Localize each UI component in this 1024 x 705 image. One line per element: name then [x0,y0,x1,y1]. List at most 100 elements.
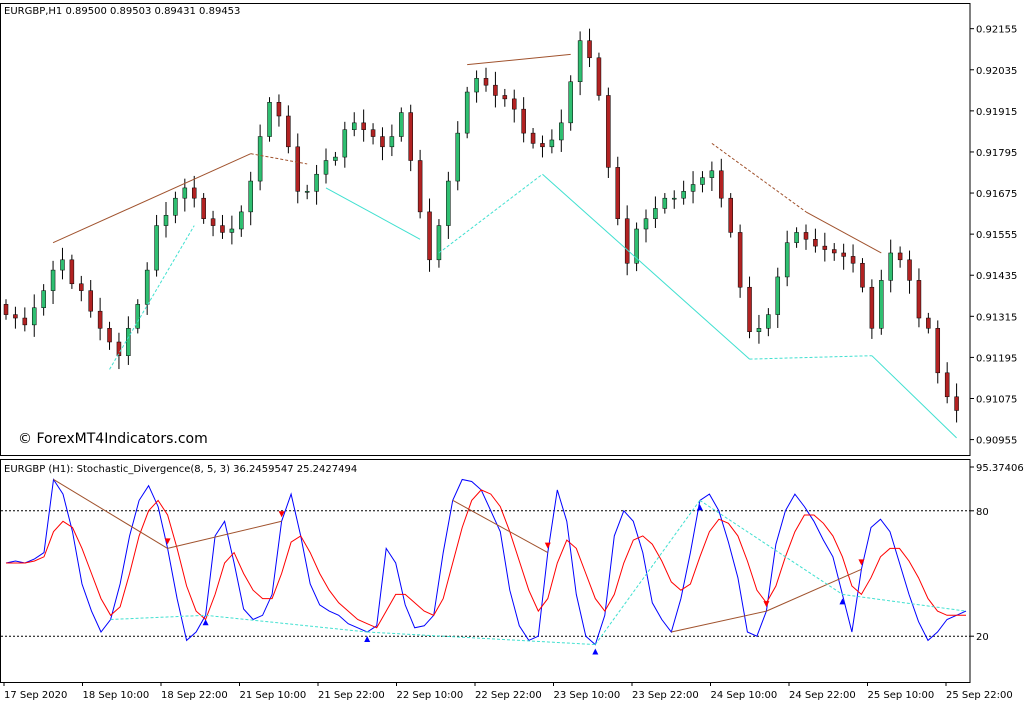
osc-bullish-divergence-line [842,593,967,612]
candle-body [624,218,630,264]
bearish-divergence-line [467,53,571,66]
oscillator-tick-label: 80 [976,507,989,518]
candle-body [615,167,621,219]
time-tick-label: 21 Sep 22:00 [318,690,385,701]
candle-body [446,180,451,226]
oscillator-panel-frame [0,459,971,683]
candle-body [286,115,291,148]
candle-body [267,102,272,137]
candle-body [521,108,526,134]
time-tick-label: 23 Sep 22:00 [632,690,699,701]
candle-body [107,328,112,343]
candle-body [681,191,686,199]
candle-body [907,259,912,281]
candle-body [737,232,743,288]
time-tick-label: 18 Sep 10:00 [83,690,150,701]
candlesticks [3,28,959,423]
buy-arrow [696,504,703,511]
buy-arrow [202,619,209,626]
candle-body [587,40,592,59]
candle-body [408,112,413,161]
candle-body [22,317,28,326]
osc-bullish-divergence-line [594,500,701,645]
sell-arrow [278,511,285,518]
sell-arrow [164,538,171,545]
candle-body [239,211,244,230]
candle-body [596,57,602,96]
candle-body [41,290,46,309]
candle-body [370,129,376,137]
candle-body [747,286,752,332]
time-axis: 17 Sep 2020 18 Sep 10:00 18 Sep 22:00 21 Se… [3,682,1013,701]
candle-body [483,78,489,86]
candle-body [342,129,348,158]
candle-body [653,208,658,219]
candle-body [3,304,9,315]
time-tick-label: 25 Sep 22:00 [946,690,1013,701]
osc-bearish-divergence-line [671,610,767,633]
candle-body [662,197,668,209]
time-tick-label: 17 Sep 2020 [4,690,67,701]
candle-body [436,225,442,261]
candle-body [879,280,884,329]
candle-body [493,84,498,96]
buy-arrow [839,598,846,605]
candle-body [766,314,771,329]
time-tick-label: 23 Sep 10:00 [554,690,621,701]
sell-arrow [544,542,551,549]
candle-body [163,215,169,226]
price-tick-label: 0.92035 [976,66,1017,77]
candle-body [888,252,893,281]
candle-body [304,191,310,193]
candle-body [606,95,611,168]
oscillator-divergence-lines [53,479,967,646]
oscillator-tick-label: 95.374062 [976,463,1024,474]
candle-body [144,269,150,305]
price-tick-label: 0.91315 [976,312,1017,323]
candle-body [860,262,865,288]
candle-body [671,197,677,200]
candle-body [13,314,18,319]
time-tick-label: 25 Sep 10:00 [868,690,935,701]
candle-body [756,328,762,332]
candle-body [916,280,922,319]
candle-body [97,310,103,329]
candle-body [511,98,517,110]
candle-body [135,304,141,329]
price-axis: 0.92155 0.92035 0.91915 0.91795 0.91675 0.915… [970,25,1017,447]
stochastic-signal-line [6,489,966,629]
candle-body [568,81,573,124]
time-tick-label: 18 Sep 22:00 [161,690,228,701]
bullish-divergence-line [542,173,750,360]
candle-body [380,136,385,148]
candle-body [333,156,338,161]
candle-body [634,228,639,264]
price-tick-label: 0.91915 [976,107,1017,118]
osc-bearish-divergence-line [766,568,862,612]
price-divergence-lines [52,53,957,439]
candle-body [427,211,432,261]
watermark: © ForexMT4Indicators.com [18,431,208,447]
candle-body [709,170,715,178]
buy-arrow [364,636,371,643]
candle-body [50,269,56,291]
candle-body [276,102,282,117]
candle-body [257,136,263,182]
price-tick-label: 0.91795 [976,148,1017,159]
candle-body [869,286,875,329]
price-panel-frame [0,3,971,456]
candle-body [314,173,319,192]
buy-arrow [592,648,599,655]
candle-body [813,239,818,247]
candle-body [31,307,37,326]
candle-body [803,232,809,240]
candle-body [455,132,461,182]
sell-arrow [858,559,865,566]
candle-body [784,242,790,278]
candle-body [719,170,724,199]
candle-body [559,122,564,141]
candle-body [60,259,65,271]
candle-body [577,40,583,83]
candle-body [897,252,903,261]
bullish-divergence-line [871,355,957,439]
